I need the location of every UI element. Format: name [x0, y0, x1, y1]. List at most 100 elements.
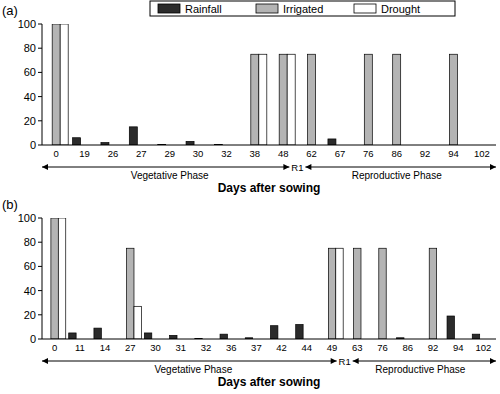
- x-tick-label: 42: [276, 342, 287, 353]
- x-tick-label: 63: [352, 342, 363, 353]
- x-tick-label: 48: [278, 148, 289, 159]
- phase-label: Reproductive Phase: [375, 364, 465, 375]
- y-tick-label: 0: [30, 139, 36, 151]
- chart: (a)0204060801000192627293032384862677686…: [0, 0, 500, 394]
- x-tick-label: 76: [377, 342, 388, 353]
- phase-label: Vegetative Phase: [131, 170, 209, 181]
- bar: [364, 54, 372, 145]
- y-tick: [38, 96, 42, 97]
- y-tick-label: 100: [18, 18, 36, 30]
- bar: [259, 54, 267, 145]
- bar: [328, 248, 335, 339]
- phase-arrow: [305, 167, 496, 168]
- bar: [58, 218, 65, 339]
- x-axis-label: Days after sowing: [218, 181, 321, 195]
- phase-arrow: [42, 361, 337, 362]
- y-tick: [38, 48, 42, 49]
- y-tick: [38, 218, 42, 219]
- phase-arrow: [353, 361, 496, 362]
- arrow-head: [490, 164, 496, 170]
- legend-swatch: [158, 4, 180, 13]
- y-tick-label: 100: [18, 212, 36, 224]
- x-tick-label: 32: [221, 148, 232, 159]
- x-tick-label: 27: [136, 148, 147, 159]
- x-tick-label: 92: [420, 148, 431, 159]
- x-tick-label: 44: [302, 342, 313, 353]
- x-tick-label: 27: [125, 342, 136, 353]
- arrow-head: [490, 358, 496, 364]
- phase-label: Vegetative Phase: [154, 364, 232, 375]
- bar: [472, 334, 479, 339]
- bar: [296, 324, 303, 339]
- bar: [60, 24, 68, 145]
- y-tick-label: 0: [30, 333, 36, 345]
- y-tick-label: 20: [24, 115, 36, 127]
- y-tick: [38, 314, 42, 315]
- y-tick: [38, 290, 42, 291]
- x-tick-label: 36: [226, 342, 237, 353]
- x-tick-label: 0: [54, 148, 59, 159]
- bar: [393, 54, 401, 145]
- x-tick-label: 49: [327, 342, 338, 353]
- x-tick-label: 0: [52, 342, 57, 353]
- x-tick-label: 92: [428, 342, 439, 353]
- legend-swatch: [354, 4, 376, 13]
- bar: [51, 218, 58, 339]
- x-tick-label: 30: [193, 148, 204, 159]
- bars: [52, 24, 457, 145]
- y-tick: [38, 145, 42, 146]
- panel: (a)0204060801000192627293032384862677686…: [2, 3, 496, 195]
- bar: [336, 248, 343, 339]
- x-tick-label: 19: [79, 148, 90, 159]
- legend: RainfallIrrigatedDrought: [150, 1, 455, 16]
- x-tick-label: 14: [100, 342, 111, 353]
- x-tick-label: 67: [335, 148, 346, 159]
- arrow-head: [331, 358, 337, 364]
- x-tick-label: 86: [391, 148, 402, 159]
- arrow-head: [42, 358, 48, 364]
- legend-label: Irrigated: [283, 3, 323, 15]
- x-axis: [42, 339, 496, 340]
- panel: (b)0204060801000111427303132363742444963…: [2, 197, 496, 389]
- x-axis: [42, 145, 496, 146]
- bar: [94, 328, 101, 339]
- arrow-head: [305, 164, 311, 170]
- phase-label: Reproductive Phase: [352, 170, 442, 181]
- bar: [129, 127, 137, 145]
- x-axis-label: Days after sowing: [218, 375, 321, 389]
- y-tick: [38, 24, 42, 25]
- y-tick: [38, 339, 42, 340]
- bar: [134, 306, 141, 339]
- y-tick-label: 40: [24, 285, 36, 297]
- bar: [251, 54, 259, 145]
- phase-arrow: [42, 167, 289, 168]
- arrow-head: [353, 358, 359, 364]
- bar: [308, 54, 316, 145]
- x-tick-label: 30: [150, 342, 161, 353]
- legend-box: [150, 1, 455, 16]
- bar: [447, 316, 454, 339]
- x-tick-label: 31: [175, 342, 186, 353]
- panel-title: (a): [2, 3, 18, 18]
- panel-title: (b): [2, 197, 18, 212]
- divider-label: R1: [291, 162, 303, 173]
- bars: [51, 218, 480, 339]
- legend-label: Rainfall: [185, 3, 222, 15]
- y-tick-label: 20: [24, 309, 36, 321]
- y-tick: [38, 242, 42, 243]
- x-tick-label: 102: [474, 148, 490, 159]
- bar: [279, 54, 287, 145]
- y-tick: [38, 72, 42, 73]
- y-axis: [42, 218, 43, 339]
- y-tick: [38, 120, 42, 121]
- bar: [429, 248, 436, 339]
- bar: [449, 54, 457, 145]
- bar: [52, 24, 60, 145]
- arrow-head: [42, 164, 48, 170]
- y-tick-label: 60: [24, 66, 36, 78]
- x-tick-label: 62: [306, 148, 317, 159]
- bar: [328, 139, 336, 145]
- bar: [379, 248, 386, 339]
- y-tick-label: 80: [24, 236, 36, 248]
- bar: [186, 141, 194, 145]
